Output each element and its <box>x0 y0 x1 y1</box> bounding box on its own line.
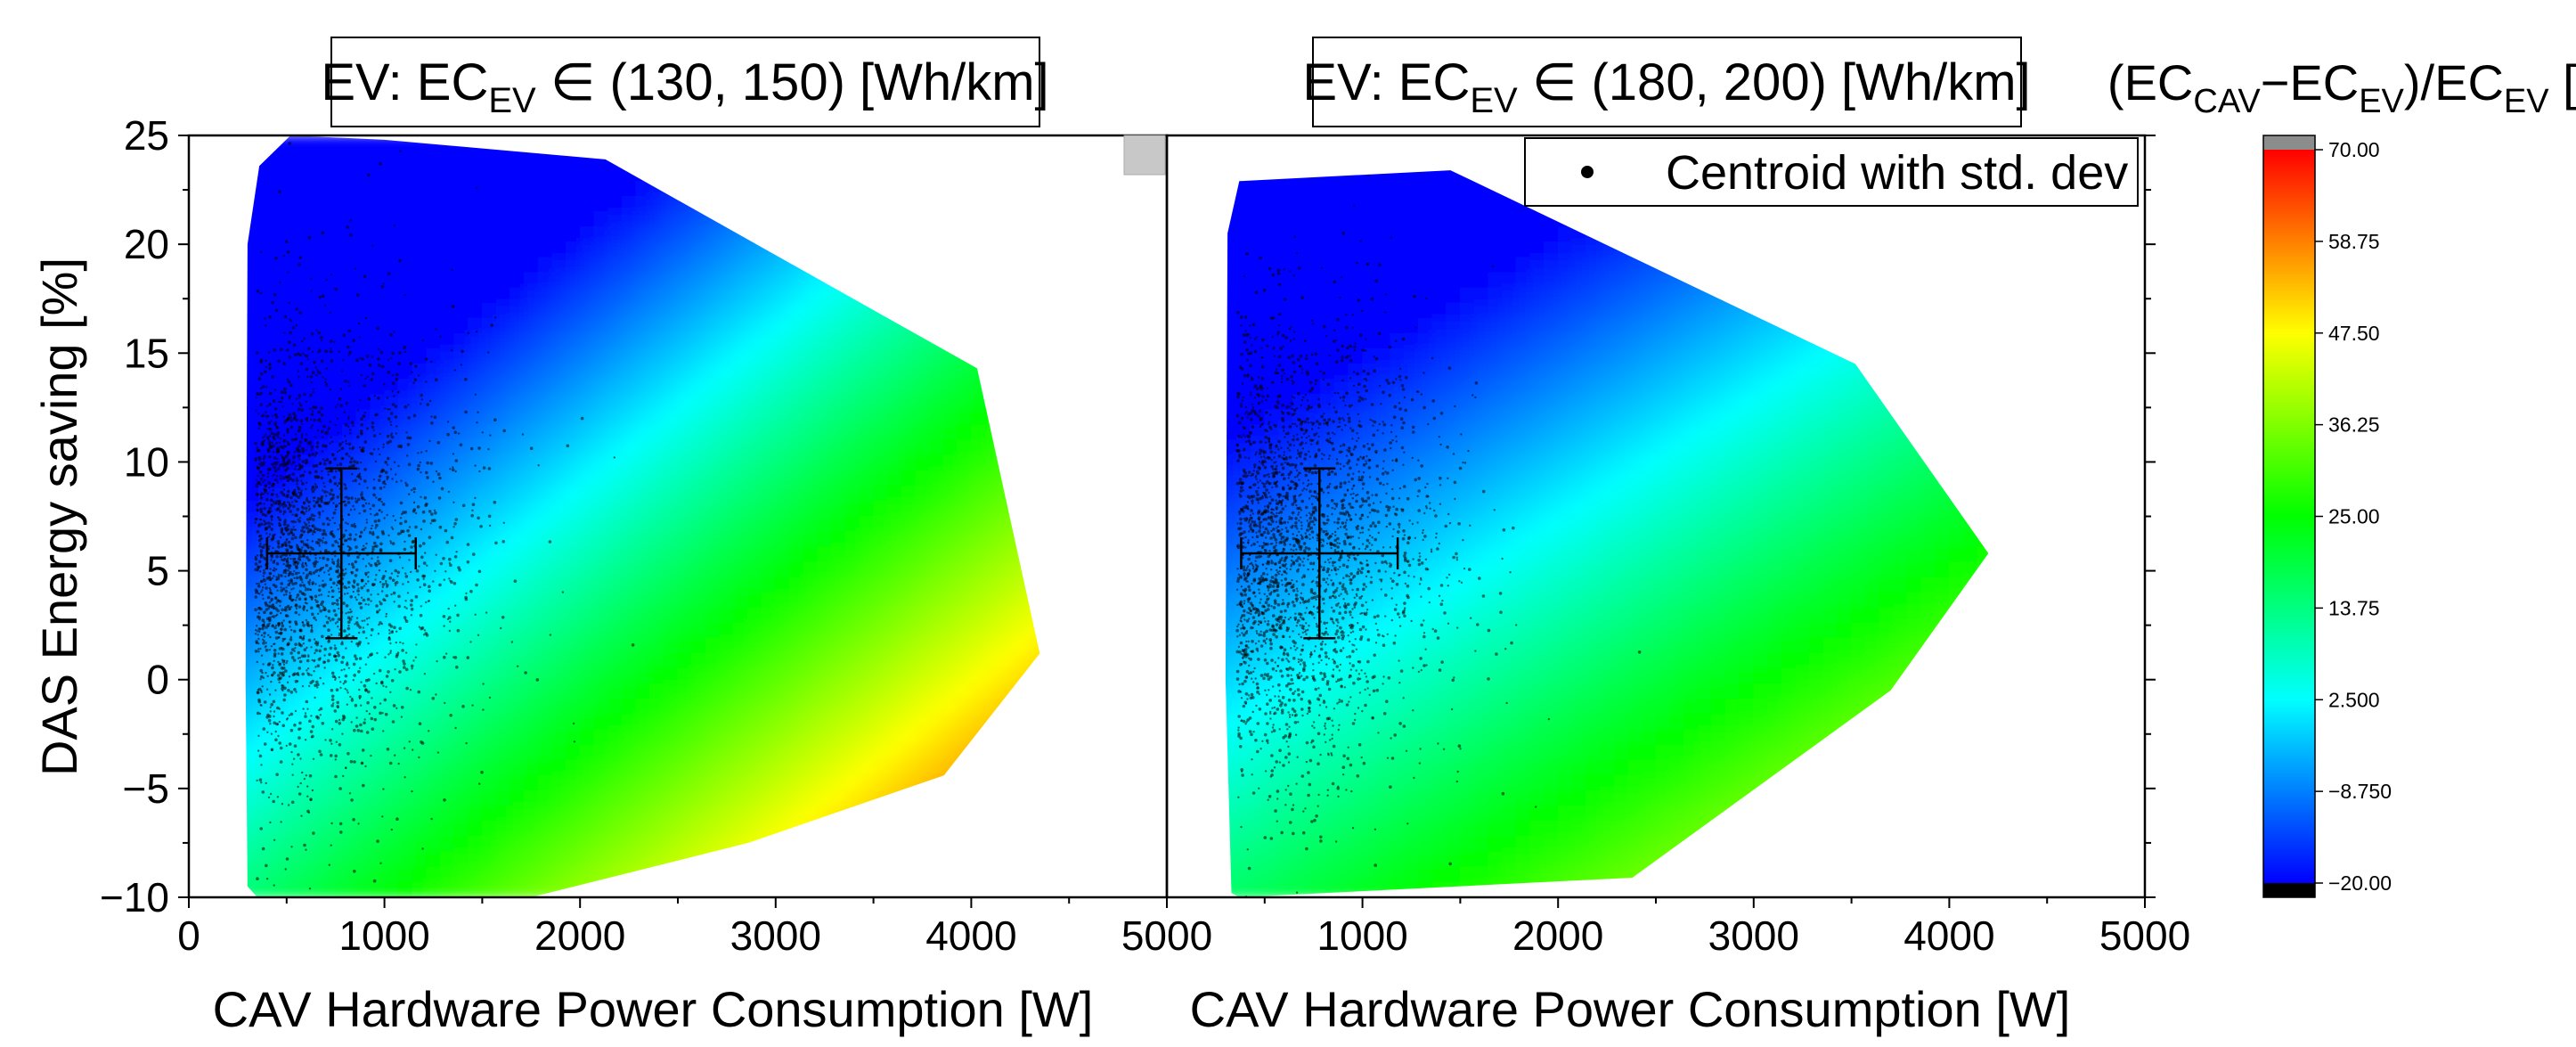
colorbar-tick-label: −8.750 <box>2328 780 2392 803</box>
left-colormap-field <box>245 135 1040 897</box>
colorbar-tick-label: 58.75 <box>2328 230 2380 253</box>
colorbar-tick-label: 36.25 <box>2328 413 2380 437</box>
x-tick-label: 0 <box>177 912 200 959</box>
right-x-axis-ticks: 1000 2000 3000 4000 5000 5000 <box>1121 897 2190 959</box>
colorbar-over-swatch <box>2263 135 2315 150</box>
left-corner-marker <box>1123 135 1166 176</box>
right-colormap-field <box>1225 170 1989 897</box>
left-centroid-errorbar <box>265 467 417 640</box>
right-panel-title: EV: ECEV ∈ (180, 200) [Wh/km] <box>1302 53 2030 120</box>
left-panel-title: EV: ECEV ∈ (130, 150) [Wh/km] <box>321 53 1048 120</box>
x-tick-label: 5000 <box>2099 912 2190 959</box>
x-tick-label: 4000 <box>925 912 1016 959</box>
y-tick-label: −5 <box>123 765 169 812</box>
colorbar-under-swatch <box>2263 883 2315 897</box>
left-title-box: EV: ECEV ∈ (130, 150) [Wh/km] <box>321 37 1049 127</box>
left-panel: 0 1000 2000 3000 4000 −10 −5 0 5 10 15 20 25 EV: EC… <box>31 37 1169 1037</box>
right-y-axis-ticks <box>2145 135 2156 898</box>
x-tick-label: 4000 <box>1903 912 1994 959</box>
x-tick-label: 1000 <box>1317 912 1407 959</box>
right-title-box: EV: ECEV ∈ (180, 200) [Wh/km] <box>1302 37 2031 127</box>
y-tick-label: 10 <box>124 438 169 485</box>
x-tick-label: 2000 <box>1512 912 1603 959</box>
colorbar: (ECCAV−ECEV)/ECEV [%] 70.00 58.75 47.50 36.… <box>2107 54 2576 898</box>
x-tick-label: 3000 <box>1708 912 1799 959</box>
y-axis-label: DAS Energy saving [%] <box>31 258 87 776</box>
x-tick-label: 2000 <box>534 912 625 959</box>
colorbar-ticks: 70.00 58.75 47.50 36.25 25.00 13.75 2.500 −8.75… <box>2315 138 2392 895</box>
y-tick-label: −10 <box>100 874 169 920</box>
left-x-axis-ticks: 0 1000 2000 3000 4000 <box>177 897 1168 959</box>
y-tick-label: 0 <box>146 657 169 703</box>
colorbar-tick-label: 70.00 <box>2328 138 2380 161</box>
colorbar-tick-label: 25.00 <box>2328 505 2380 528</box>
legend-box <box>1524 137 2139 207</box>
right-scatter-points <box>1235 173 1642 897</box>
left-y-axis-ticks: −10 −5 0 5 10 15 20 25 <box>100 112 189 920</box>
colorbar-tick-label: 13.75 <box>2328 596 2380 619</box>
legend: Centroid with std. dev <box>1524 137 2139 207</box>
x-tick-label: 1000 <box>338 912 429 959</box>
legend-centroid-marker <box>1581 166 1594 178</box>
colorbar-gradient <box>2263 150 2315 883</box>
right-centroid-errorbar <box>1240 467 1399 640</box>
left-x-axis-label: CAV Hardware Power Consumption [W] <box>213 981 1094 1037</box>
x-tick-label: 5000 <box>1121 912 1212 959</box>
y-tick-label: 5 <box>146 548 169 594</box>
right-x-axis-label: CAV Hardware Power Consumption [W] <box>1190 981 2071 1037</box>
colorbar-tick-label: −20.00 <box>2328 871 2392 895</box>
colorbar-tick-label: 2.500 <box>2328 688 2380 711</box>
y-tick-label: 25 <box>124 112 169 159</box>
y-tick-label: 15 <box>124 330 169 376</box>
y-tick-label: 20 <box>124 221 169 267</box>
colorbar-tick-label: 47.50 <box>2328 322 2380 345</box>
left-scatter-points <box>254 142 635 890</box>
right-panel: 1000 2000 3000 4000 5000 5000 EV: ECEV ∈ (180… <box>1121 37 2190 1037</box>
legend-label: Centroid with std. dev <box>1666 146 2128 200</box>
colorbar-title: (ECCAV−ECEV)/ECEV [%] <box>2107 54 2576 120</box>
x-tick-label: 3000 <box>730 912 821 959</box>
